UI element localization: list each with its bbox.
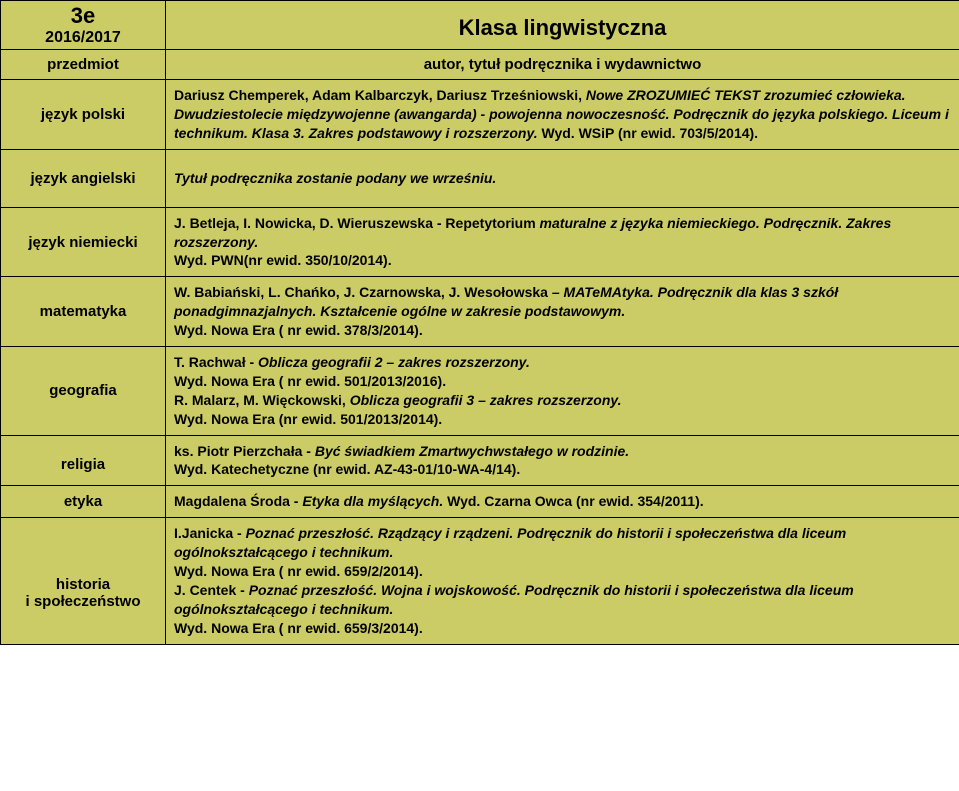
content-cell: Dariusz Chemperek, Adam Kalbarczyk, Dari…	[166, 80, 959, 150]
content-cell: T. Rachwał - Oblicza geografii 2 – zakre…	[166, 347, 959, 436]
page-title: Klasa lingwistyczna	[166, 1, 959, 50]
subject-cell: religia	[1, 435, 166, 486]
table-row: religia ks. Piotr Pierzchała - Być świad…	[1, 435, 959, 486]
table-row: język polski Dariusz Chemperek, Adam Kal…	[1, 80, 959, 150]
subject-cell: historia i społeczeństwo	[1, 518, 166, 644]
table-row: etyka Magdalena Środa - Etyka dla myśląc…	[1, 486, 959, 518]
table-row: matematyka W. Babiański, L. Chańko, J. C…	[1, 277, 959, 347]
table-row: język angielski Tytuł podręcznika zostan…	[1, 149, 959, 207]
subject-label: język polski	[41, 106, 125, 123]
subject-cell: język polski	[1, 80, 166, 150]
subject-label: historia i społeczeństwo	[25, 576, 140, 610]
school-year: 2016/2017	[9, 29, 157, 47]
content-cell: I.Janicka - Poznać przeszłość. Rządzący …	[166, 518, 959, 644]
class-code-cell: 3e 2016/2017	[1, 1, 166, 50]
subject-label: religia	[61, 456, 105, 473]
subject-label: język angielski	[30, 170, 135, 187]
subject-label: geografia	[49, 382, 117, 399]
subject-cell: geografia	[1, 347, 166, 436]
subject-cell: język niemiecki	[1, 207, 166, 277]
table-row: geografia T. Rachwał - Oblicza geografii…	[1, 347, 959, 436]
page-container: 3e 2016/2017 Klasa lingwistyczna przedmi…	[0, 0, 959, 645]
content-cell: Tytuł podręcznika zostanie podany we wrz…	[166, 149, 959, 207]
subject-label: język niemiecki	[28, 234, 137, 251]
subject-label: etyka	[64, 493, 102, 510]
content-cell: J. Betleja, I. Nowicka, D. Wieruszewska …	[166, 207, 959, 277]
subject-cell: matematyka	[1, 277, 166, 347]
table-row: język niemiecki J. Betleja, I. Nowicka, …	[1, 207, 959, 277]
header-right-sub: autor, tytuł podręcznika i wydawnictwo	[166, 50, 959, 80]
subject-cell: etyka	[1, 486, 166, 518]
header-left-sub: przedmiot	[1, 50, 166, 80]
class-code: 3e	[9, 3, 157, 29]
subject-cell: język angielski	[1, 149, 166, 207]
content-cell: ks. Piotr Pierzchała - Być świadkiem Zma…	[166, 435, 959, 486]
content-cell: Magdalena Środa - Etyka dla myślących. W…	[166, 486, 959, 518]
textbook-table: 3e 2016/2017 Klasa lingwistyczna przedmi…	[0, 0, 959, 645]
table-row: historia i społeczeństwo I.Janicka - Poz…	[1, 518, 959, 644]
subject-label: matematyka	[40, 303, 127, 320]
content-cell: W. Babiański, L. Chańko, J. Czarnowska, …	[166, 277, 959, 347]
